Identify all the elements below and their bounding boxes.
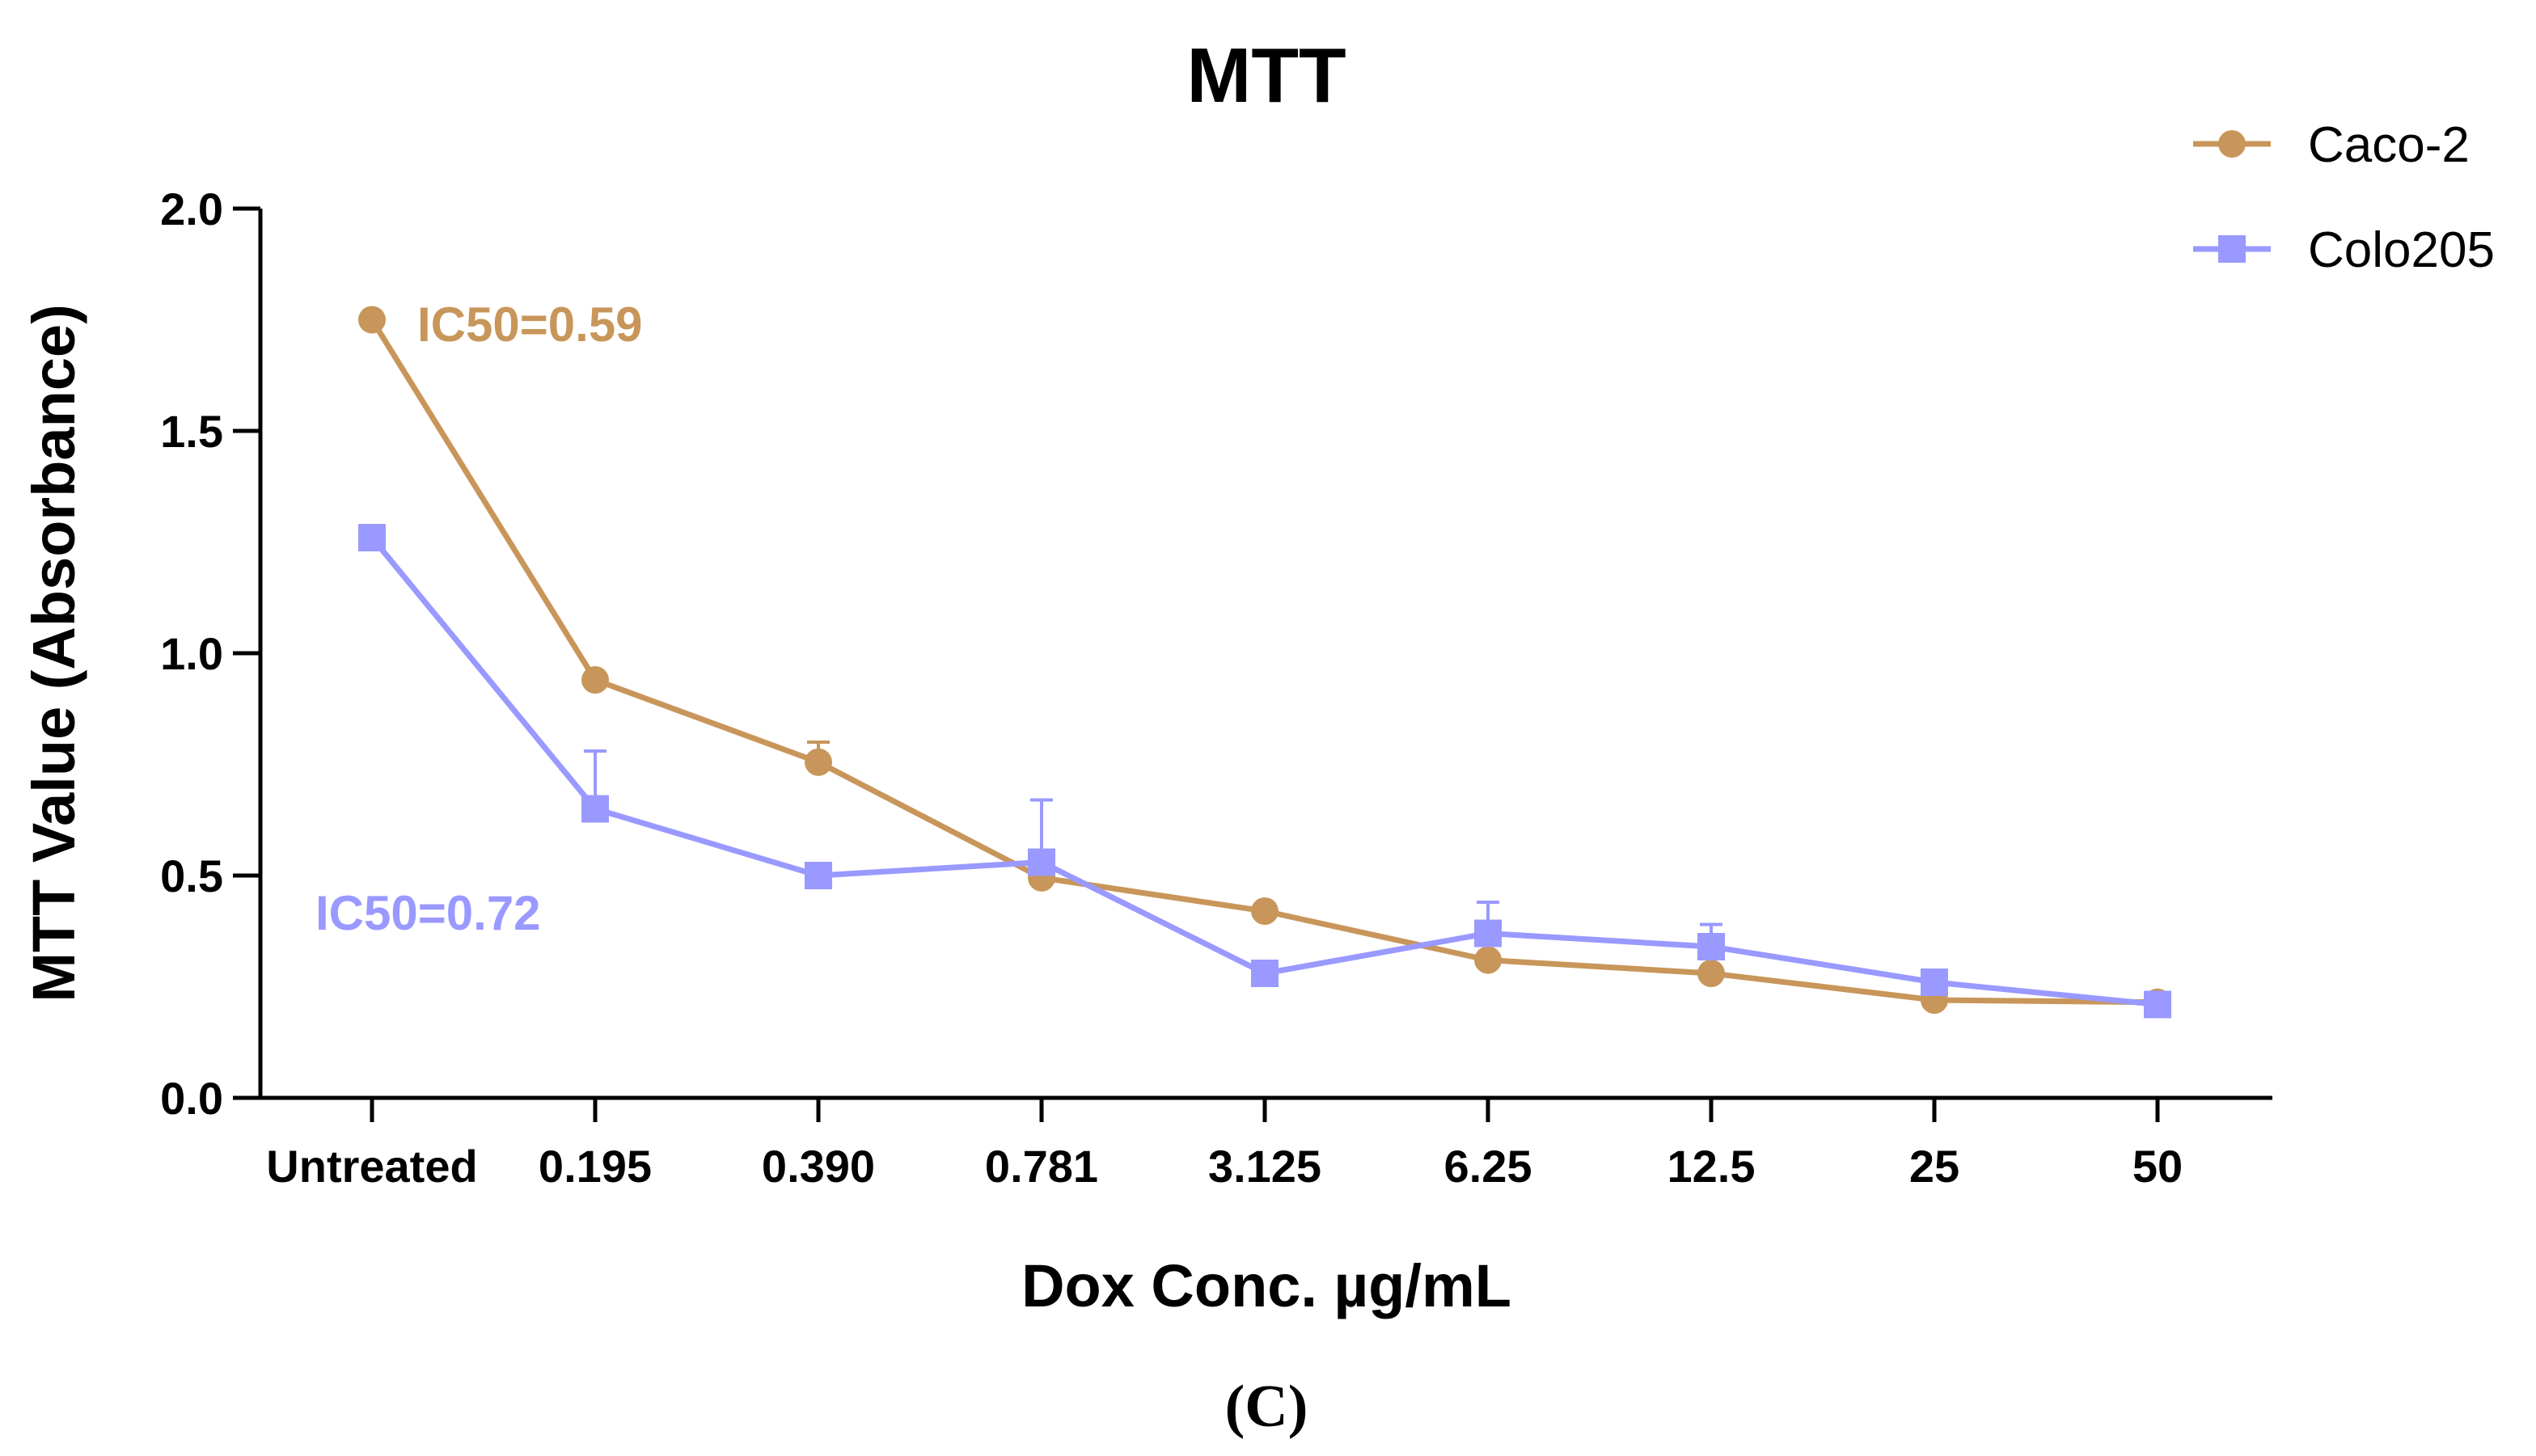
data-point	[1251, 960, 1279, 987]
y-tick-label: 2.0	[160, 184, 223, 234]
legend-item-colo205: Colo205	[2193, 222, 2495, 278]
legend-label: Colo205	[2308, 222, 2495, 278]
y-tick-label: 1.5	[160, 406, 223, 457]
x-tick-label: 0.195	[539, 1141, 652, 1192]
x-axis-label: Dox Conc. µg/mL	[1021, 1252, 1511, 1319]
y-ticks: 0.0 0.5 1.0 1.5 2.0	[160, 184, 260, 1124]
series-line	[370, 535, 2158, 1007]
data-point	[1474, 919, 1502, 947]
data-point	[358, 306, 386, 334]
legend-marker	[2218, 235, 2246, 263]
x-tick-label: 0.781	[985, 1141, 1098, 1192]
x-tick-label: 25	[1909, 1141, 1959, 1192]
data-point	[581, 666, 609, 694]
data-point	[2144, 990, 2171, 1019]
ic50-annotation-caco2: IC50=0.59	[417, 298, 643, 352]
data-point	[358, 524, 386, 551]
data-point	[1921, 969, 1948, 996]
x-tick-label: 12.5	[1667, 1141, 1756, 1192]
data-point	[1697, 933, 1725, 960]
x-ticks: Untreated 0.195 0.390 0.781 3.125 6.25 12.5 25 5…	[266, 1098, 2183, 1192]
x-tick-label: 50	[2132, 1141, 2183, 1192]
panel-label: (C)	[1225, 1374, 1308, 1440]
y-axis-label: MTT Value (Absorbance)	[20, 304, 87, 1002]
x-tick-label: Untreated	[266, 1141, 477, 1192]
y-tick-label: 0.5	[160, 850, 223, 901]
legend-item-caco-2: Caco-2	[2193, 117, 2470, 173]
data-point	[581, 795, 609, 823]
x-tick-label: 3.125	[1208, 1141, 1321, 1192]
series-caco-2	[358, 306, 2171, 1016]
data-point	[805, 862, 832, 889]
y-tick-label: 0.0	[160, 1073, 223, 1124]
data-point	[1474, 946, 1502, 974]
data-point	[805, 748, 832, 776]
legend-marker	[2218, 130, 2246, 158]
series-layer	[358, 306, 2171, 1019]
y-tick-label: 1.0	[160, 628, 223, 679]
legend: Caco-2 Colo205	[2193, 117, 2495, 278]
data-point	[1251, 897, 1279, 925]
x-tick-label: 0.390	[762, 1141, 875, 1192]
data-point	[1028, 848, 1055, 876]
data-point	[1697, 960, 1725, 987]
chart-title: MTT	[1186, 32, 1346, 119]
x-tick-label: 6.25	[1444, 1141, 1532, 1192]
ic50-annotation-colo205: IC50=0.72	[315, 886, 541, 940]
series-colo205	[358, 524, 2171, 1019]
legend-label: Caco-2	[2308, 117, 2470, 173]
